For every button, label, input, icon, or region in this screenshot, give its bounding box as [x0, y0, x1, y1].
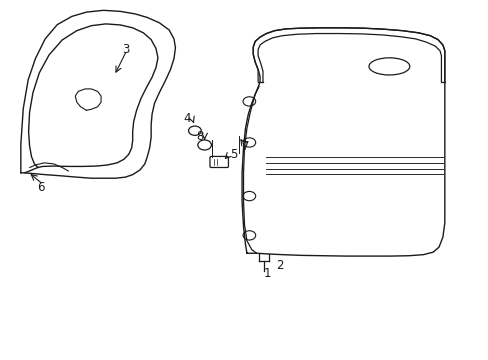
- Text: 7: 7: [241, 140, 249, 153]
- Text: 1: 1: [264, 267, 271, 280]
- Text: 2: 2: [275, 258, 283, 271]
- Text: 8: 8: [196, 130, 203, 143]
- Text: 4: 4: [183, 112, 190, 125]
- Text: 3: 3: [122, 43, 129, 56]
- Text: 6: 6: [38, 181, 45, 194]
- Text: 5: 5: [230, 148, 237, 161]
